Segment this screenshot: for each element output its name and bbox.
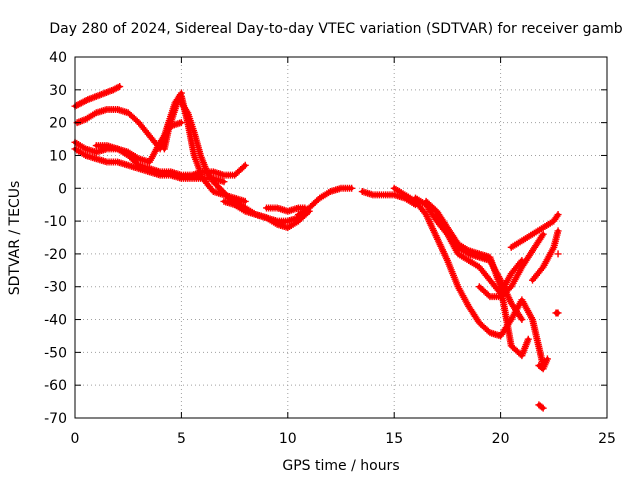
data-point bbox=[220, 178, 228, 186]
chart-title: Day 280 of 2024, Sidereal Day-to-day VTE… bbox=[49, 21, 622, 37]
x-tick-label: 5 bbox=[177, 431, 186, 447]
y-tick-label: -10 bbox=[44, 214, 67, 230]
data-point bbox=[348, 184, 356, 192]
data-point bbox=[116, 83, 124, 91]
x-tick-label: 0 bbox=[71, 431, 80, 447]
data-points bbox=[71, 83, 562, 412]
plot-frame bbox=[74, 56, 608, 419]
series-arc-17 bbox=[475, 230, 547, 301]
y-tick-label: 20 bbox=[49, 116, 67, 132]
data-point bbox=[554, 309, 562, 317]
axis-ticks: 0 5 10 15 20 25 -70 -60 -50 -40 -30 -20 -10 0 10 20 30 40 bbox=[44, 50, 616, 447]
grid bbox=[75, 57, 607, 418]
series-arc-23 bbox=[552, 309, 562, 317]
series-arc-9 bbox=[231, 201, 313, 232]
y-tick-label: -60 bbox=[44, 378, 67, 394]
y-tick-label: -50 bbox=[44, 345, 67, 361]
series-arc-21 bbox=[535, 401, 547, 412]
data-point bbox=[484, 291, 492, 299]
series-arc-7 bbox=[160, 92, 249, 205]
data-point bbox=[177, 119, 185, 127]
series-arc-11 bbox=[294, 184, 356, 219]
series-arc-22 bbox=[554, 250, 562, 258]
y-tick-label: -70 bbox=[44, 411, 67, 427]
y-tick-label: -20 bbox=[44, 247, 67, 263]
y-tick-label: 30 bbox=[49, 83, 67, 99]
x-tick-label: 15 bbox=[385, 431, 403, 447]
series-arc-15 bbox=[422, 197, 532, 360]
y-tick-label: -40 bbox=[44, 313, 67, 329]
series-arc-20 bbox=[535, 355, 551, 373]
x-tick-label: 10 bbox=[279, 431, 297, 447]
series-trace bbox=[392, 186, 546, 368]
data-point bbox=[241, 197, 249, 205]
y-tick-label: 0 bbox=[58, 181, 67, 197]
x-tick-label: 25 bbox=[598, 431, 616, 447]
y-tick-label: 40 bbox=[49, 50, 67, 66]
data-point bbox=[543, 355, 551, 363]
data-point bbox=[240, 163, 248, 171]
data-point bbox=[518, 316, 526, 324]
series-arc-13 bbox=[390, 184, 547, 369]
x-axis-label: GPS time / hours bbox=[282, 458, 399, 474]
series-arc-5 bbox=[92, 142, 249, 179]
data-point bbox=[539, 230, 547, 238]
data-point bbox=[82, 96, 90, 104]
y-tick-label: -30 bbox=[44, 280, 67, 296]
data-point bbox=[539, 404, 547, 412]
x-tick-label: 20 bbox=[492, 431, 510, 447]
y-tick-label: 10 bbox=[49, 148, 67, 164]
series-arc-18 bbox=[507, 211, 562, 251]
data-point bbox=[554, 211, 562, 219]
data-point bbox=[114, 83, 122, 91]
series-arc-19 bbox=[529, 227, 562, 284]
data-point bbox=[538, 403, 546, 411]
y-axis-label: SDTVAR / TECUs bbox=[7, 181, 23, 296]
data-point bbox=[554, 227, 562, 235]
data-point bbox=[241, 161, 249, 169]
series-arc-1 bbox=[71, 83, 124, 110]
data-point bbox=[524, 335, 532, 343]
series-arc-10 bbox=[263, 204, 309, 215]
data-point bbox=[554, 250, 562, 258]
